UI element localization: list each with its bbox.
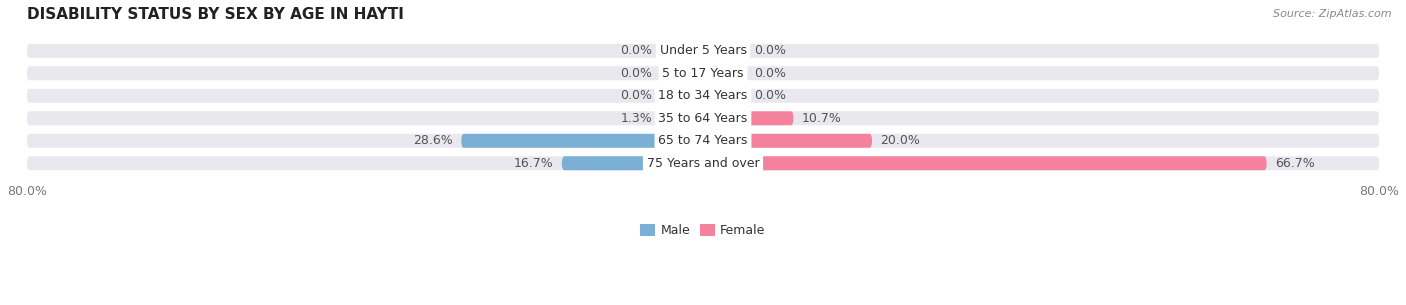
FancyBboxPatch shape (562, 156, 703, 170)
Text: 35 to 64 Years: 35 to 64 Years (658, 112, 748, 125)
FancyBboxPatch shape (661, 89, 703, 103)
Text: 65 to 74 Years: 65 to 74 Years (658, 134, 748, 147)
Text: 28.6%: 28.6% (413, 134, 453, 147)
Text: 66.7%: 66.7% (1275, 157, 1315, 170)
Text: 75 Years and over: 75 Years and over (647, 157, 759, 170)
FancyBboxPatch shape (703, 89, 745, 103)
Legend: Male, Female: Male, Female (641, 224, 765, 237)
FancyBboxPatch shape (461, 134, 703, 148)
FancyBboxPatch shape (703, 134, 872, 148)
Text: 1.3%: 1.3% (620, 112, 652, 125)
FancyBboxPatch shape (703, 156, 1267, 170)
FancyBboxPatch shape (27, 44, 1379, 58)
Text: DISABILITY STATUS BY SEX BY AGE IN HAYTI: DISABILITY STATUS BY SEX BY AGE IN HAYTI (27, 7, 404, 22)
Text: 10.7%: 10.7% (801, 112, 842, 125)
Text: Under 5 Years: Under 5 Years (659, 44, 747, 57)
FancyBboxPatch shape (27, 66, 1379, 80)
Text: 0.0%: 0.0% (754, 44, 786, 57)
Text: 18 to 34 Years: 18 to 34 Years (658, 89, 748, 102)
Text: 0.0%: 0.0% (754, 89, 786, 102)
FancyBboxPatch shape (27, 156, 1379, 170)
FancyBboxPatch shape (661, 111, 703, 125)
Text: 0.0%: 0.0% (620, 89, 652, 102)
FancyBboxPatch shape (703, 111, 793, 125)
Text: 0.0%: 0.0% (620, 67, 652, 80)
FancyBboxPatch shape (703, 66, 745, 80)
Text: 16.7%: 16.7% (513, 157, 554, 170)
FancyBboxPatch shape (703, 44, 745, 58)
FancyBboxPatch shape (27, 89, 1379, 103)
FancyBboxPatch shape (27, 111, 1379, 125)
FancyBboxPatch shape (661, 66, 703, 80)
Text: Source: ZipAtlas.com: Source: ZipAtlas.com (1274, 9, 1392, 19)
Text: 5 to 17 Years: 5 to 17 Years (662, 67, 744, 80)
Text: 0.0%: 0.0% (620, 44, 652, 57)
Text: 0.0%: 0.0% (754, 67, 786, 80)
Text: 20.0%: 20.0% (880, 134, 921, 147)
FancyBboxPatch shape (661, 44, 703, 58)
FancyBboxPatch shape (27, 134, 1379, 148)
